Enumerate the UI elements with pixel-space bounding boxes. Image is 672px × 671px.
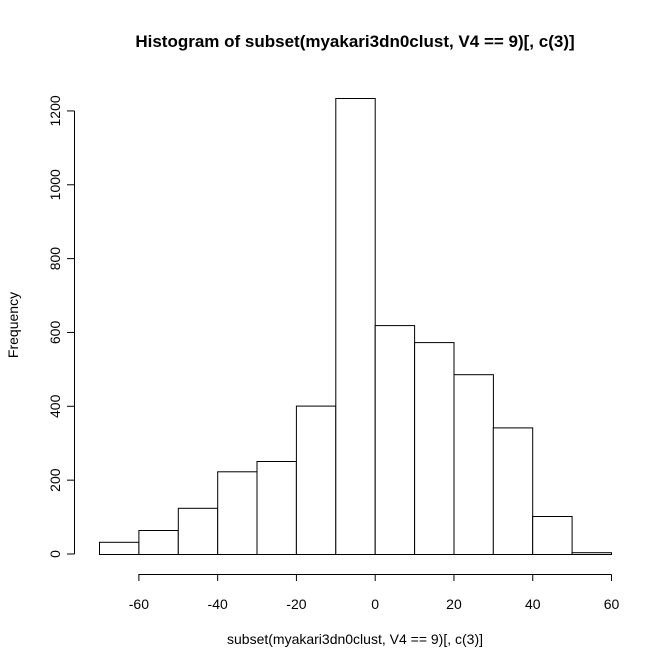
x-tick-label: 60 (604, 596, 620, 612)
y-tick-label: 800 (47, 247, 63, 271)
y-axis: 0 200 400 600 800 1000 1200 (47, 95, 75, 558)
chart-title: Histogram of subset(myakari3dn0clust, V4… (135, 32, 574, 51)
x-tick-label: -60 (129, 596, 149, 612)
histogram-bar (177, 507, 219, 555)
x-tick-label: -40 (208, 596, 228, 612)
y-tick-label: 1000 (47, 169, 63, 200)
histogram-bar (453, 374, 494, 556)
y-tick-label: 0 (47, 550, 63, 558)
histogram-bar (256, 461, 297, 555)
x-tick-label: 40 (525, 596, 541, 612)
y-tick-label: 600 (47, 321, 63, 345)
bars-group (99, 98, 612, 556)
x-axis-label: subset(myakari3dn0clust, V4 == 9)[, c(3)… (227, 631, 483, 647)
y-tick-label: 400 (47, 394, 63, 418)
histogram-bar (335, 98, 376, 555)
histogram-bar (99, 541, 140, 555)
histogram-bar (414, 342, 455, 555)
x-tick-label: 0 (371, 596, 379, 612)
x-tick-label: -20 (286, 596, 306, 612)
histogram-bar (138, 530, 179, 555)
y-axis-label: Frequency (5, 292, 21, 358)
x-axis: -60 -40 -20 0 20 40 60 (129, 574, 620, 612)
y-tick-label: 200 (47, 468, 63, 492)
histogram-bar (532, 516, 573, 555)
y-tick-label: 1200 (47, 95, 63, 126)
histogram-bar (217, 471, 258, 555)
histogram-bar (492, 427, 534, 555)
histogram-bar (374, 325, 416, 555)
histogram-bar (571, 552, 612, 556)
histogram-bar (295, 405, 337, 555)
x-tick-label: 20 (446, 596, 462, 612)
